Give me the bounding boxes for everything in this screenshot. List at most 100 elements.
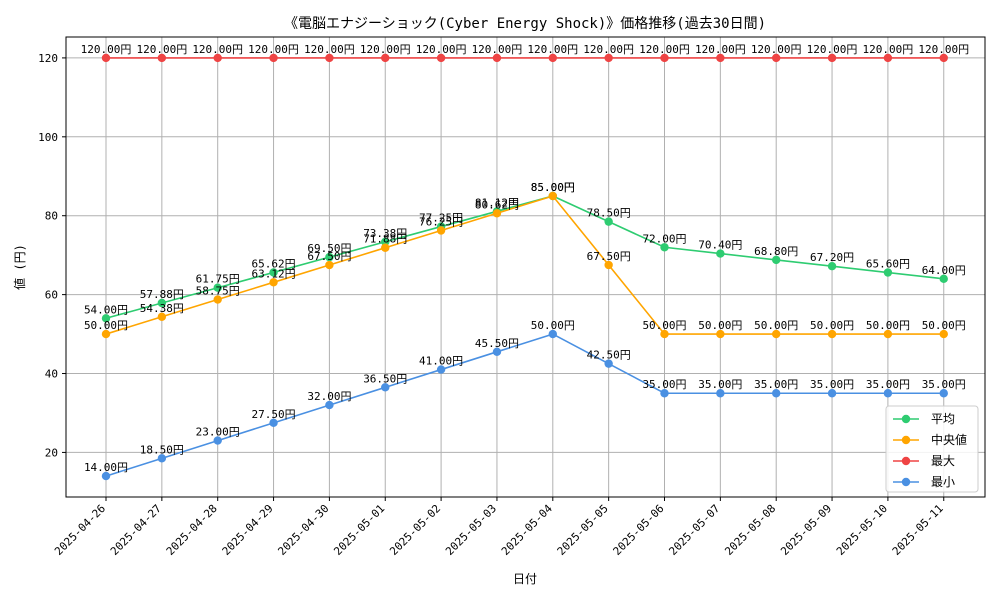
data-label: 120.00円 [527, 43, 578, 56]
data-label: 23.00円 [196, 426, 240, 439]
data-label: 70.40円 [698, 239, 742, 252]
data-point [157, 312, 167, 321]
data-point [269, 278, 278, 287]
data-label: 67.50円 [587, 250, 631, 263]
series-line [105, 333, 944, 477]
chart-title: 《電脳エナジーショック(Cyber Energy Shock)》価格推移(過去3… [284, 16, 766, 32]
legend-marker [901, 435, 911, 445]
series-layer [101, 53, 948, 481]
data-point [660, 53, 669, 63]
data-point [325, 252, 334, 262]
data-label: 50.00円 [810, 319, 854, 332]
data-point [101, 314, 111, 323]
data-label: 77.25円 [419, 212, 463, 225]
data-point [883, 53, 893, 63]
data-point [716, 249, 725, 258]
data-label: 120.00円 [81, 43, 132, 56]
data-label: 50.00円 [922, 319, 966, 332]
data-point [772, 329, 781, 339]
data-point [325, 260, 334, 270]
data-point [325, 400, 334, 410]
y-tick-label: 60 [45, 289, 58, 302]
data-point [381, 237, 390, 247]
data-point [436, 53, 446, 63]
data-label: 72.00円 [642, 232, 686, 245]
data-label: 120.00円 [360, 43, 411, 56]
data-label: 68.80円 [754, 245, 798, 258]
data-point [827, 262, 837, 271]
series-line [105, 195, 944, 335]
data-point [492, 53, 502, 63]
data-point [101, 471, 111, 481]
data-point [772, 53, 781, 63]
data-point [883, 329, 893, 339]
legend-label: 最大 [931, 454, 955, 468]
data-label: 85.00円 [531, 181, 575, 194]
data-point [101, 53, 111, 63]
data-label: 120.00円 [472, 43, 523, 56]
data-point [883, 389, 893, 398]
data-point [883, 268, 893, 277]
data-point [269, 418, 278, 428]
data-point [548, 191, 557, 201]
legend-marker [901, 477, 911, 487]
data-label: 35.00円 [866, 378, 910, 391]
data-label: 78.50円 [587, 207, 631, 220]
data-label: 42.50円 [587, 349, 631, 362]
data-point [213, 283, 222, 292]
data-label: 120.00円 [136, 43, 187, 56]
data-labels-layer: 54.00円 57.88円 61.75円 65.62円 69.50円 73.38円 77.2… [81, 43, 970, 474]
data-point [492, 347, 502, 357]
data-point [157, 53, 167, 63]
data-label: 36.50円 [363, 372, 407, 385]
data-label: 14.00円 [84, 461, 128, 474]
data-label: 64.00円 [922, 264, 966, 277]
data-label: 120.00円 [583, 43, 634, 56]
data-label: 50.00円 [754, 319, 798, 332]
data-label: 76.25円 [419, 216, 463, 229]
data-point [269, 53, 278, 63]
data-label: 120.00円 [248, 43, 299, 56]
data-label: 81.12円 [475, 196, 519, 209]
data-point [157, 454, 167, 463]
y-tick-label: 100 [38, 131, 58, 144]
data-label: 80.62円 [475, 198, 519, 211]
data-label: 35.00円 [754, 378, 798, 391]
data-point [381, 53, 390, 63]
data-point [548, 53, 557, 63]
y-tick-label: 20 [45, 446, 58, 459]
data-label: 120.00円 [639, 43, 690, 56]
data-label: 27.50円 [251, 408, 295, 421]
data-label: 50.00円 [531, 319, 575, 332]
data-label: 50.00円 [642, 319, 686, 332]
y-tick-label: 40 [45, 368, 58, 381]
data-point [660, 389, 669, 398]
data-label: 57.88円 [140, 288, 184, 301]
data-label: 63.12円 [251, 267, 295, 280]
data-label: 120.00円 [863, 43, 914, 56]
data-label: 120.00円 [192, 43, 243, 56]
data-label: 65.60円 [866, 258, 910, 271]
y-tick-label: 80 [45, 210, 58, 223]
data-point [604, 359, 613, 368]
data-point [716, 53, 725, 63]
legend-marker [901, 456, 911, 466]
plot-area [65, 36, 986, 498]
y-axis-ticks: 20 40 60 80 100 120 [38, 52, 66, 459]
data-point [436, 226, 446, 235]
data-point [939, 329, 948, 339]
data-point [772, 255, 781, 265]
data-label: 73.38円 [363, 227, 407, 240]
data-label: 71.88円 [363, 233, 407, 246]
data-point [939, 53, 948, 63]
data-label: 58.75円 [196, 285, 240, 298]
data-point [827, 389, 837, 398]
y-tick-label: 120 [38, 52, 58, 65]
data-point [660, 243, 669, 252]
data-point [604, 217, 613, 226]
data-label: 85.00円 [531, 181, 575, 194]
data-point [213, 53, 222, 63]
data-point [716, 329, 725, 339]
